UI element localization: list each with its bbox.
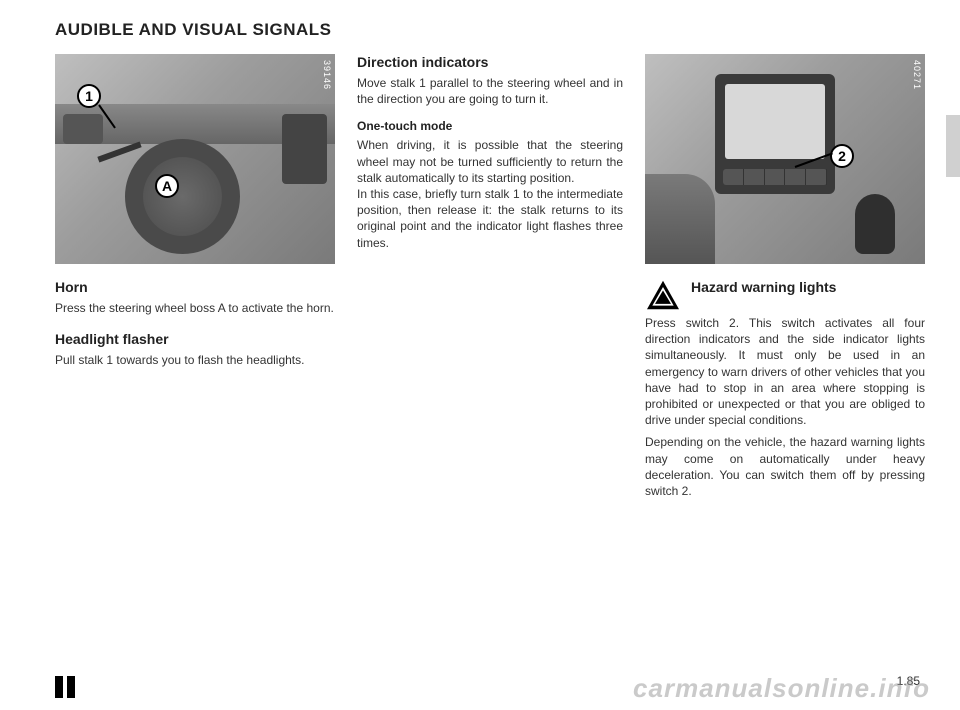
figure1-id: 39146 (322, 60, 332, 90)
figure-horn-stalk: 39146 1 A (55, 54, 335, 264)
page-title: AUDIBLE AND VISUAL SIGNALS (55, 20, 925, 40)
watermark: carmanualsonline.info (633, 673, 930, 704)
footer-marks (55, 676, 75, 698)
text-hazard-2: Depending on the vehicle, the hazard war… (645, 434, 925, 499)
heading-flasher: Headlight flasher (55, 331, 335, 347)
callout-1: 1 (77, 84, 101, 108)
figure-hazard-switch: 40271 2 (645, 54, 925, 264)
callout-a: A (155, 174, 179, 198)
column-right: 40271 2 Hazard warning lights Press swit… (645, 54, 925, 505)
heading-hazard: Hazard warning lights (691, 279, 925, 295)
heading-horn: Horn (55, 279, 335, 295)
text-hazard-1: Press switch 2. This switch ac­tivates a… (645, 315, 925, 428)
callout-2: 2 (830, 144, 854, 168)
text-flasher: Pull stalk 1 towards you to flash the he… (55, 352, 335, 368)
text-onetouch-1: When driving, it is possible that the st… (357, 137, 623, 186)
hazard-triangle-icon (645, 279, 681, 311)
heading-direction: Direction indicators (357, 54, 623, 70)
column-left: 39146 1 A Horn Press the steering wheel … (55, 54, 335, 505)
text-direction: Move stalk 1 parallel to the steering wh… (357, 75, 623, 107)
text-onetouch-2: In this case, briefly turn stalk 1 to th… (357, 186, 623, 251)
column-center: Direction indicators Move stalk 1 parall… (357, 54, 623, 505)
text-horn: Press the steering wheel boss A to ac­ti… (55, 300, 335, 316)
figure2-id: 40271 (912, 60, 922, 90)
heading-onetouch: One-touch mode (357, 119, 623, 133)
side-tab (946, 115, 960, 177)
